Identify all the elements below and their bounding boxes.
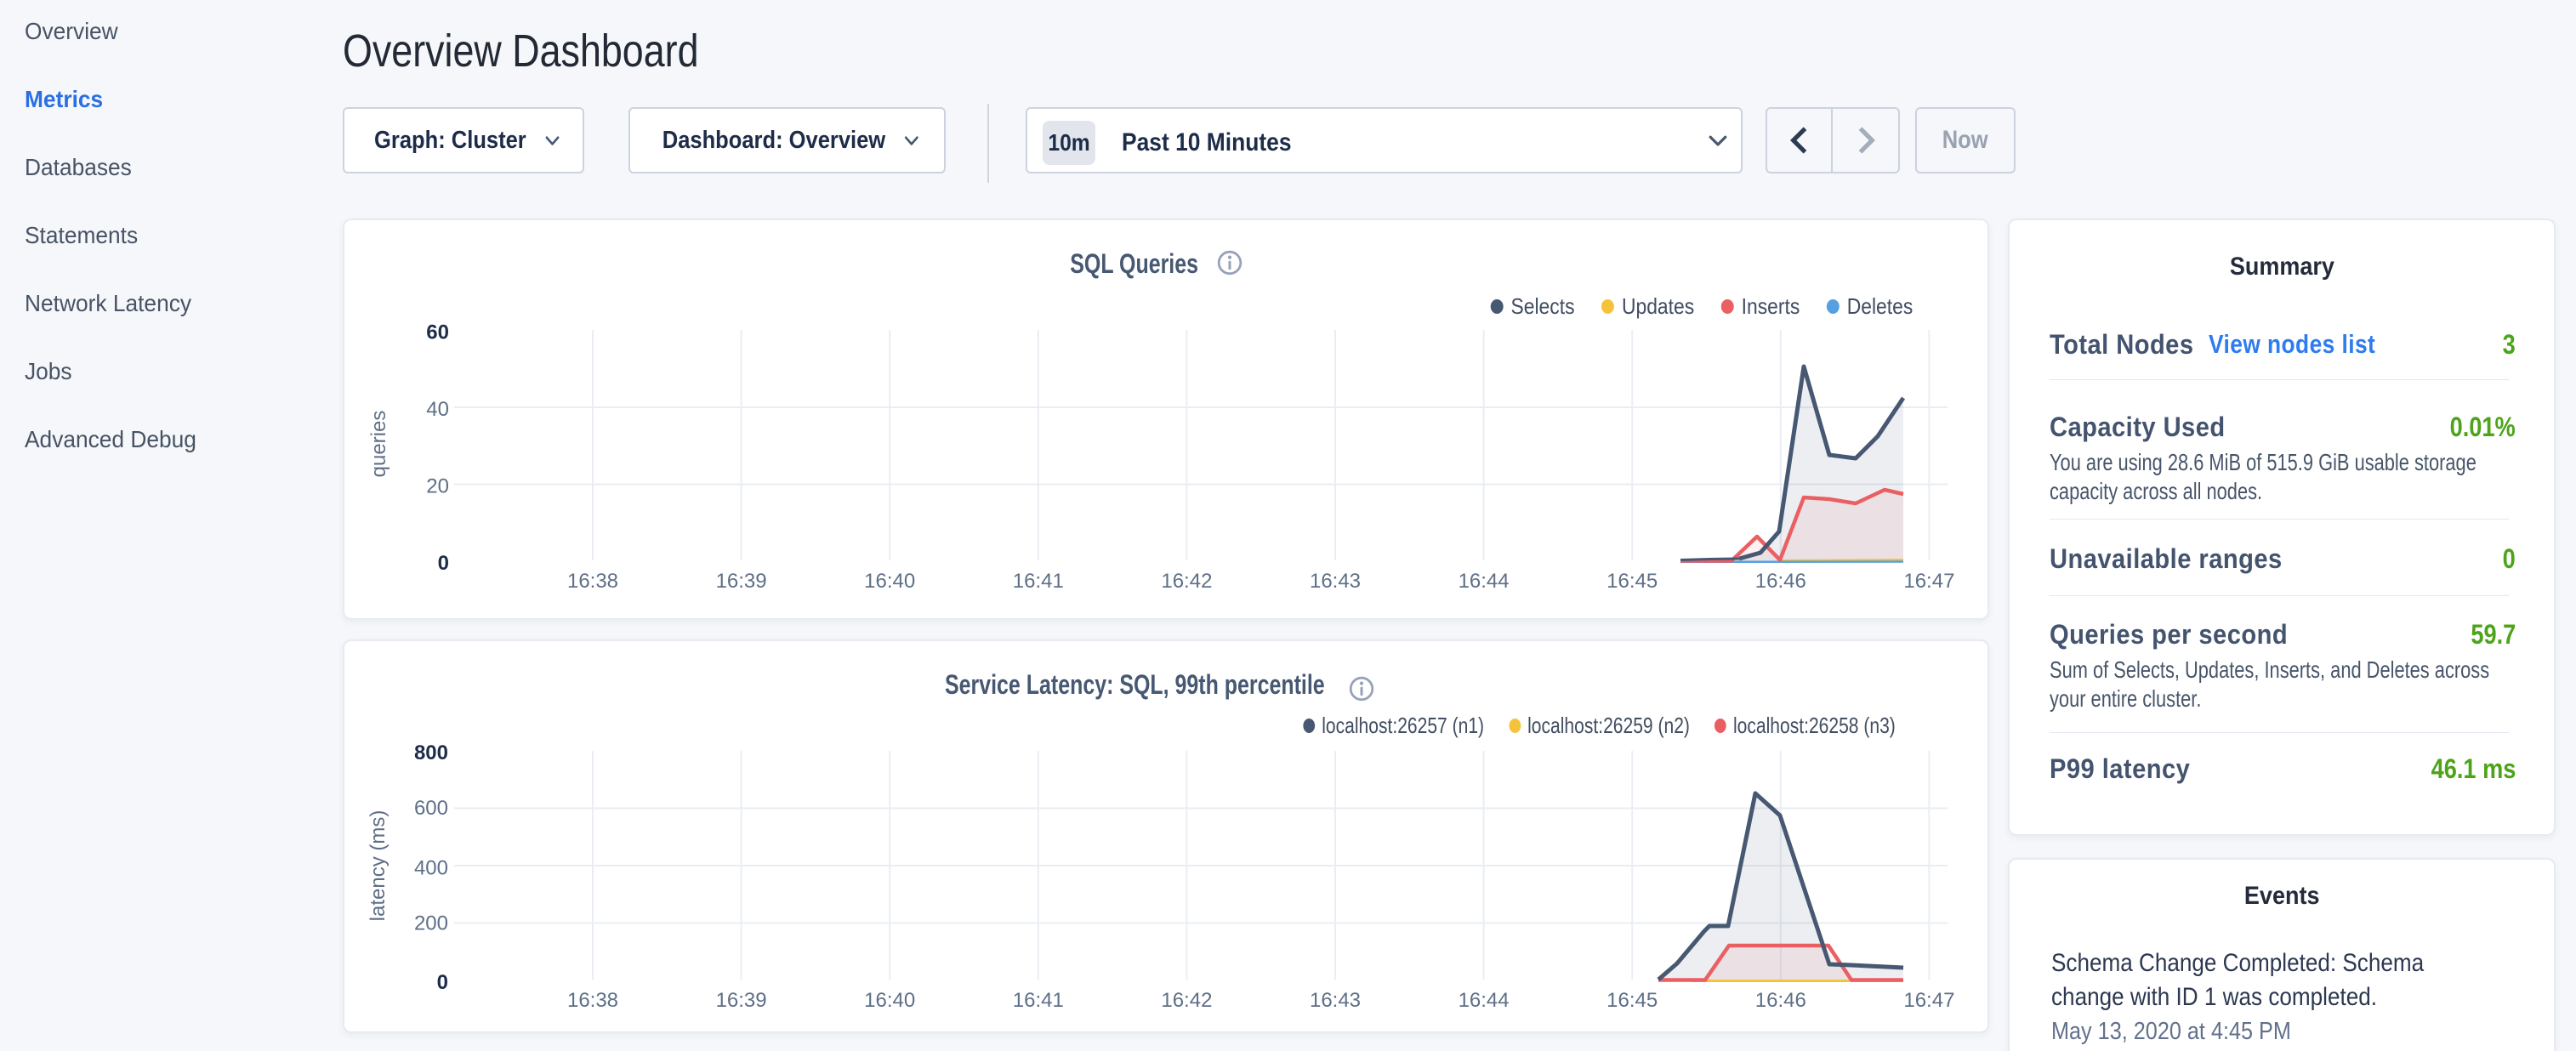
svg-text:queries: queries [367,411,390,478]
svg-text:16:46: 16:46 [1755,570,1806,593]
svg-text:16:44: 16:44 [1459,570,1510,593]
svg-text:16:39: 16:39 [716,989,767,1012]
svg-text:16:39: 16:39 [716,570,767,593]
svg-text:16:40: 16:40 [864,570,915,593]
svg-text:0: 0 [438,552,449,575]
svg-text:16:47: 16:47 [1903,989,1954,1012]
svg-text:16:46: 16:46 [1755,989,1806,1012]
svg-text:16:45: 16:45 [1606,570,1658,593]
svg-text:16:44: 16:44 [1459,989,1510,1012]
svg-text:60: 60 [426,321,449,344]
svg-text:16:45: 16:45 [1606,989,1658,1012]
svg-text:600: 600 [414,797,448,820]
svg-text:16:38: 16:38 [567,989,618,1012]
svg-text:16:42: 16:42 [1161,570,1212,593]
svg-text:latency (ms): latency (ms) [367,810,390,922]
svg-text:16:41: 16:41 [1013,989,1064,1012]
svg-text:200: 200 [414,912,448,935]
svg-text:20: 20 [426,475,449,498]
svg-text:16:42: 16:42 [1161,989,1212,1012]
svg-text:16:43: 16:43 [1310,570,1361,593]
svg-text:16:43: 16:43 [1310,989,1361,1012]
svg-text:16:40: 16:40 [864,989,915,1012]
svg-text:40: 40 [426,398,449,421]
svg-text:16:47: 16:47 [1903,570,1954,593]
svg-text:16:38: 16:38 [567,570,618,593]
svg-text:16:41: 16:41 [1013,570,1064,593]
svg-text:400: 400 [414,857,448,880]
svg-text:0: 0 [437,971,448,994]
svg-text:800: 800 [414,741,448,764]
